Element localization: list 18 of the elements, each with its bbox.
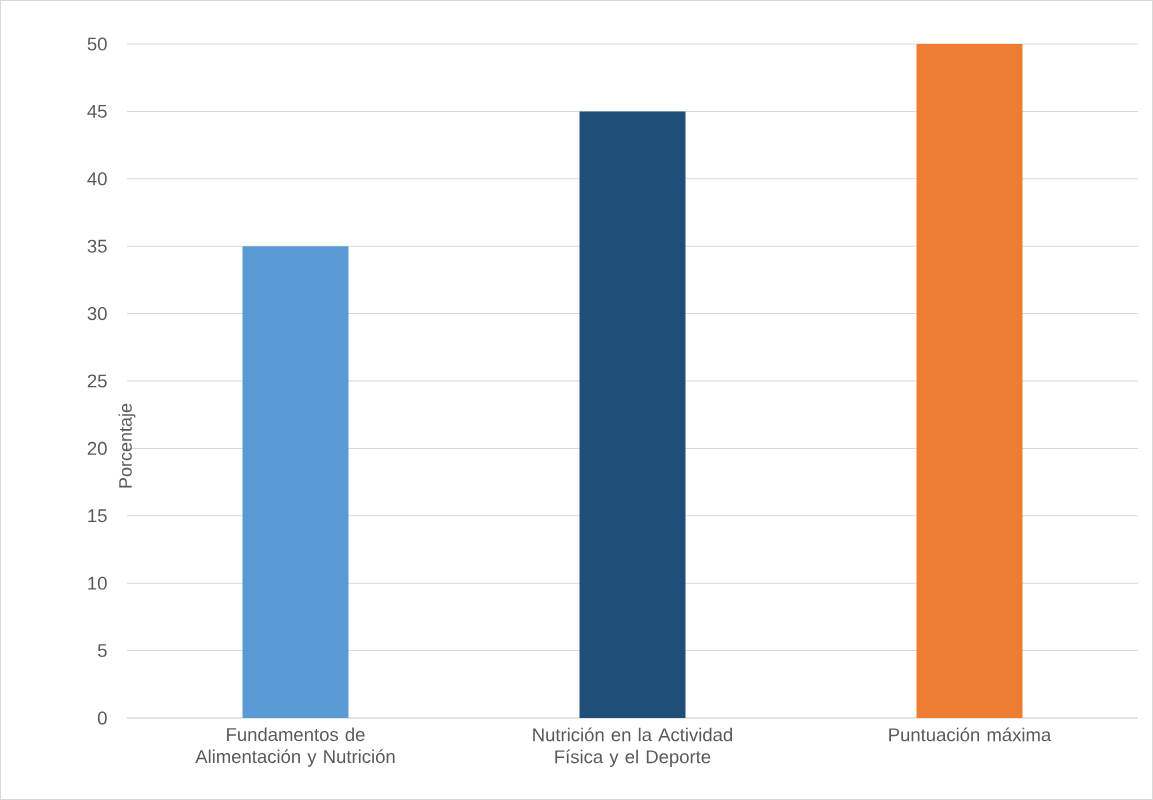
- y-tick-label: 45: [87, 104, 107, 118]
- y-tick-label: 5: [97, 644, 107, 658]
- y-tick-label: 20: [87, 441, 107, 455]
- x-tick-label: Puntuación máxima: [889, 727, 1052, 742]
- y-tick-label: 40: [87, 172, 107, 186]
- y-tick-label: 50: [87, 37, 107, 51]
- y-tick-label: 15: [88, 509, 107, 523]
- x-tick-label: Fundamentos de Alimentación y Nutrición: [195, 727, 395, 767]
- y-tick-label: 25: [87, 374, 107, 388]
- y-tick-label: 35: [87, 239, 107, 253]
- y-tick-label: 30: [87, 307, 107, 321]
- bar: [916, 43, 1023, 718]
- y-tick-label: 0: [97, 711, 107, 725]
- x-tick-label: Nutrición en la Actividad Física y el Deporte: [533, 727, 733, 767]
- y-tick-label: 10: [88, 576, 107, 590]
- bar: [242, 246, 349, 718]
- bar: [579, 111, 686, 718]
- y-axis-title: Porcentaje: [118, 403, 136, 488]
